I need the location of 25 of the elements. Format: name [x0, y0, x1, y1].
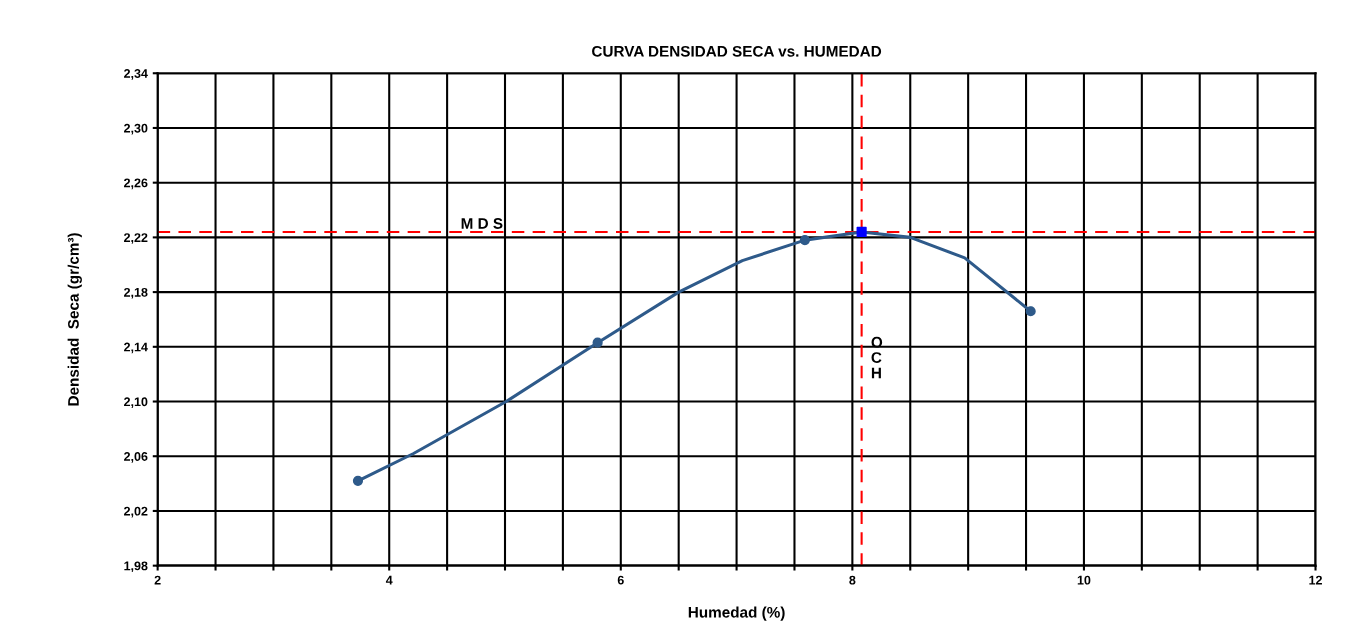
- y-tick-label: 1,98: [124, 561, 148, 573]
- x-tick-label: 10: [1077, 575, 1091, 585]
- point: [799, 235, 810, 246]
- y-tick-label: 2,26: [124, 178, 148, 190]
- point: [1025, 306, 1036, 317]
- y-axis-title: Densidad Seca (gr/cm³): [67, 233, 82, 406]
- x-tick-label: 2: [154, 575, 161, 585]
- x-tick-label: 4: [385, 575, 393, 585]
- y-tick-label: 2,06: [124, 452, 148, 463]
- x-tick-label: 12: [1309, 575, 1322, 585]
- x-axis-title: Humedad (%): [688, 606, 785, 621]
- y-tick-label: 2,22: [124, 233, 148, 244]
- y-tick-label: 2,18: [124, 287, 148, 299]
- point: [856, 226, 867, 238]
- point: [592, 337, 603, 348]
- ref-line-label: M D S: [461, 218, 503, 229]
- y-tick-label: 2,10: [124, 397, 148, 408]
- x-tick-label: 8: [849, 575, 856, 585]
- y-tick-label: 2,02: [124, 506, 148, 518]
- y-tick-label: 2,34: [124, 69, 148, 80]
- chart-title: CURVA DENSIDAD SECA vs. HUMEDAD: [592, 45, 882, 57]
- x-tick-label: 6: [617, 575, 624, 585]
- point: [352, 475, 364, 486]
- y-tick-label: 2,14: [124, 342, 148, 354]
- y-tick-label: 2,30: [124, 123, 148, 135]
